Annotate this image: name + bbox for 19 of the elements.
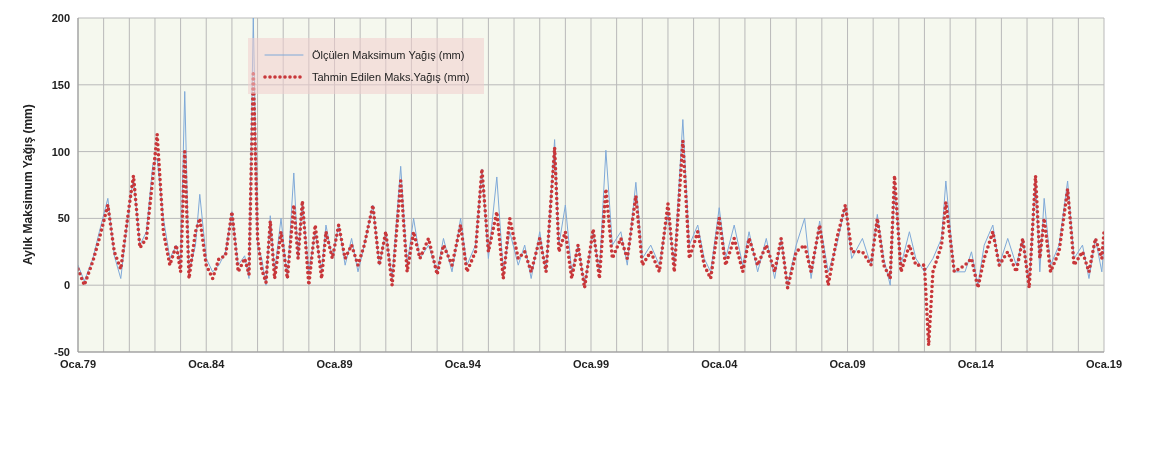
line-series <box>78 69 1104 348</box>
x-tick-label: Oca.09 <box>829 357 866 370</box>
x-tick-label: Oca.14 <box>957 357 995 370</box>
x-tick-label: Oca.19 <box>1085 357 1123 370</box>
y-tick-label: 100 <box>51 145 70 158</box>
legend-label: Tahmin Edilen Maks.Yağış (mm) <box>312 71 470 83</box>
y-tick-label: 150 <box>51 78 70 91</box>
x-tick-label: Oca.89 <box>316 357 353 370</box>
x-tick-label: Oca.94 <box>444 357 482 370</box>
legend-label: Ölçülen Maksimum Yağış (mm) <box>312 49 465 61</box>
y-axis-title: Aylık Maksimum Yağış (mm) <box>21 104 36 265</box>
y-tick-label: 200 <box>51 11 70 24</box>
x-tick-label: Oca.84 <box>188 357 226 370</box>
x-tick-label: Oca.04 <box>701 357 739 370</box>
x-tick-label: Oca.79 <box>59 357 97 370</box>
y-tick-label: -50 <box>54 345 70 358</box>
y-tick-label: 50 <box>57 212 70 225</box>
x-tick-label: Oca.99 <box>572 357 610 370</box>
y-tick-label: 0 <box>63 279 70 292</box>
